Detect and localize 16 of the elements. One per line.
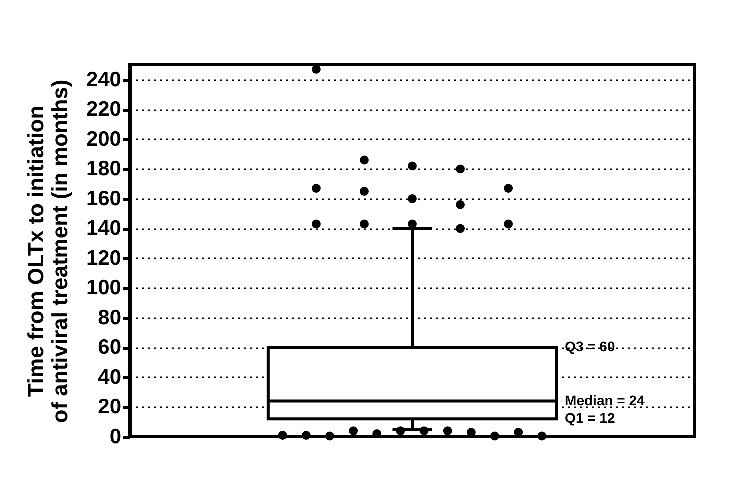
y-tick-label: 100: [86, 276, 122, 300]
y-tick-label: 120: [86, 246, 122, 270]
y-axis-title: Time from OLTx to initiation of antiviral treatment (in months): [23, 80, 72, 424]
y-tick-label: 40: [98, 366, 122, 389]
y-tick-label: 140: [86, 217, 122, 240]
y-tick-label: 220: [86, 98, 122, 122]
y-tick-label: 180: [86, 158, 122, 181]
y-tick-label: 20: [98, 396, 122, 419]
y-tick-label: 160: [86, 187, 122, 210]
y-tick-label: 80: [98, 306, 122, 330]
y-tick-label: 240: [86, 68, 122, 92]
y-tick-label: 0: [110, 426, 122, 448]
annotation: Median = 24: [565, 392, 646, 408]
y-tick-label: 200: [86, 128, 122, 151]
annotation: Q1 = 12: [565, 410, 616, 426]
y-tick-label: 60: [98, 336, 122, 360]
